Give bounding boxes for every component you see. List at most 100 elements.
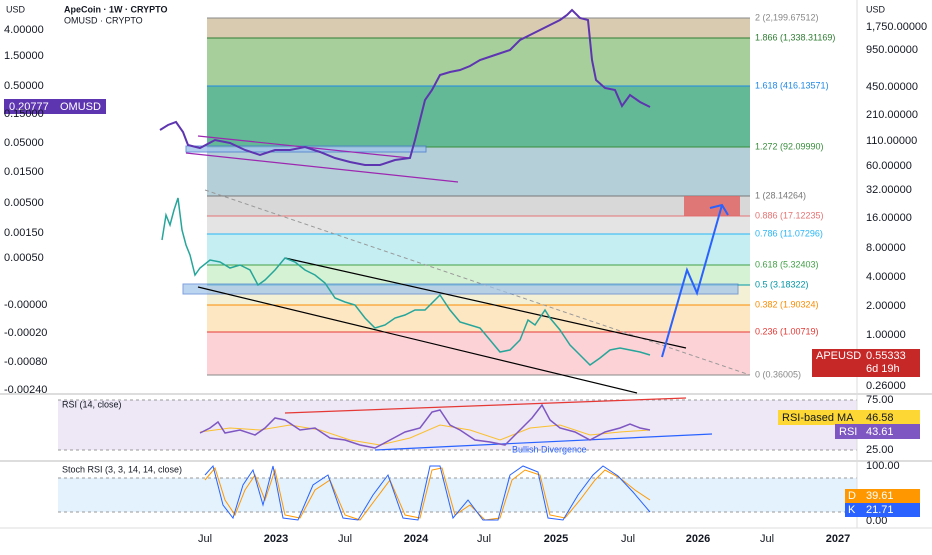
right-tick-label: 950.00000 <box>866 44 918 56</box>
k-badge <box>845 503 920 517</box>
chart-subtitle: OMUSD · CRYPTO <box>64 15 143 25</box>
right-tick-label: 8.00000 <box>866 242 906 254</box>
fib-zone <box>207 147 750 196</box>
left-tick-label: -0.00240 <box>4 384 47 396</box>
chart-title: ApeCoin · 1W · CRYPTO <box>64 4 168 14</box>
rsi-value: 43.61 <box>866 426 894 438</box>
stoch-d <box>204 466 651 521</box>
x-tick-label: 2025 <box>544 533 568 545</box>
left-tick-label: 0.00500 <box>4 197 44 209</box>
fib-label: 0 (0.36005) <box>755 369 801 379</box>
right-tick-label: 16.00000 <box>866 212 912 224</box>
x-tick-label: 2027 <box>826 533 850 545</box>
left-tick-label: 1.50000 <box>4 50 44 62</box>
fib-zone <box>207 332 750 375</box>
d-value: 39.61 <box>866 490 894 502</box>
price-badge <box>812 349 920 377</box>
ma-value: 46.58 <box>866 412 894 424</box>
left-tick-label: -0.00080 <box>4 356 47 368</box>
left-tick-label: 0.01500 <box>4 166 44 178</box>
left-tick-label: -0.00000 <box>4 299 47 311</box>
right-tick-label: 110.00000 <box>866 135 917 147</box>
x-tick-label: Jul <box>338 533 352 545</box>
right-tick-label: 1,750.00000 <box>866 21 927 33</box>
fib-zone <box>207 216 750 234</box>
fib-zone <box>207 86 750 147</box>
rsi-divergence <box>374 433 713 451</box>
rsi-badge <box>835 424 920 439</box>
x-tick-label: 2024 <box>404 533 429 545</box>
ape-price <box>161 197 651 366</box>
stoch-tick: 100.00 <box>866 460 900 472</box>
left-tick-label: 0.05000 <box>4 137 44 149</box>
x-tick-label: Jul <box>477 533 491 545</box>
right-tick-label: 210.00000 <box>866 109 918 121</box>
x-tick-label: Jul <box>760 533 774 545</box>
om-zone <box>185 145 427 153</box>
ape-channel <box>284 257 687 349</box>
support-zone <box>182 283 739 295</box>
currency: USD <box>866 4 886 14</box>
right-tick-label: 60.00000 <box>866 160 912 172</box>
stoch-band <box>58 478 857 512</box>
right-tick-label: 1.00000 <box>866 329 906 341</box>
fib-label: 0.618 (5.32403) <box>755 259 819 269</box>
right-tick-label: 450.00000 <box>866 81 918 93</box>
arrow-head <box>709 203 729 216</box>
fib-label: 1.866 (1,338.31169) <box>755 32 835 42</box>
stoch-tick: 0.00 <box>866 515 887 527</box>
projection-arrow <box>661 204 723 358</box>
currency: USD <box>6 4 26 14</box>
stoch-k <box>204 464 651 521</box>
pane-title: RSI (14, close) <box>62 399 122 409</box>
fib-label: 1 (28.14264) <box>755 190 806 200</box>
fib-label: 0.786 (11.07296) <box>755 228 823 238</box>
pane-title: Stoch RSI (3, 3, 14, 14, close) <box>62 464 182 474</box>
x-tick-label: 2026 <box>686 533 710 545</box>
fib-zone <box>207 265 750 285</box>
symbol-badge <box>4 99 106 114</box>
annotation: Bullish Divergence <box>512 444 587 454</box>
ma-badge <box>778 410 920 425</box>
fib-label: 0.886 (17.12235) <box>755 210 824 220</box>
fib-label: 0.5 (3.18322) <box>755 279 809 289</box>
ape-channel <box>197 286 638 394</box>
rsi-band <box>58 400 857 450</box>
om-channel <box>185 152 459 183</box>
symbol-name: OMUSD <box>60 101 101 113</box>
fib-zone <box>207 18 750 38</box>
rsi-tick: 75.00 <box>866 394 894 406</box>
x-tick-label: Jul <box>198 533 212 545</box>
price-value: 0.55333 <box>866 350 906 362</box>
price-symbol: APEUSD <box>816 350 861 362</box>
target-box <box>684 196 740 216</box>
k-label: K <box>848 504 856 516</box>
right-tick-label: 2.00000 <box>866 300 906 312</box>
countdown: 6d 19h <box>866 363 900 375</box>
fib-label: 2 (2,199.67512) <box>755 12 819 22</box>
right-tick-label: 4.00000 <box>866 271 906 283</box>
fib-label: 0.236 (1.00719) <box>755 326 819 336</box>
fib-zone <box>207 234 750 265</box>
left-tick-label: 0.50000 <box>4 80 44 92</box>
fib-label: 1.618 (416.13571) <box>755 80 829 90</box>
rsi-line <box>199 403 651 449</box>
rsi-tick: 25.00 <box>866 444 894 456</box>
x-tick-label: 2023 <box>264 533 288 545</box>
rsi-label: RSI <box>839 426 857 438</box>
dashed-trend <box>204 189 751 376</box>
d-label: D <box>848 490 856 502</box>
right-tick-label: 0.26000 <box>866 380 906 392</box>
left-tick-label: 0.15000 <box>4 108 44 120</box>
left-tick-label: 4.00000 <box>4 24 44 36</box>
om-price <box>159 8 651 166</box>
x-tick-label: Jul <box>621 533 635 545</box>
left-tick-label: 0.00150 <box>4 227 44 239</box>
left-tick-label: -0.00020 <box>4 327 47 339</box>
symbol-value: 0.20777 <box>9 101 49 113</box>
left-tick-label: 0.00050 <box>4 252 44 264</box>
right-tick-label: 32.00000 <box>866 184 912 196</box>
fib-zones <box>207 17 750 376</box>
ma-label: RSI-based MA <box>782 412 854 424</box>
